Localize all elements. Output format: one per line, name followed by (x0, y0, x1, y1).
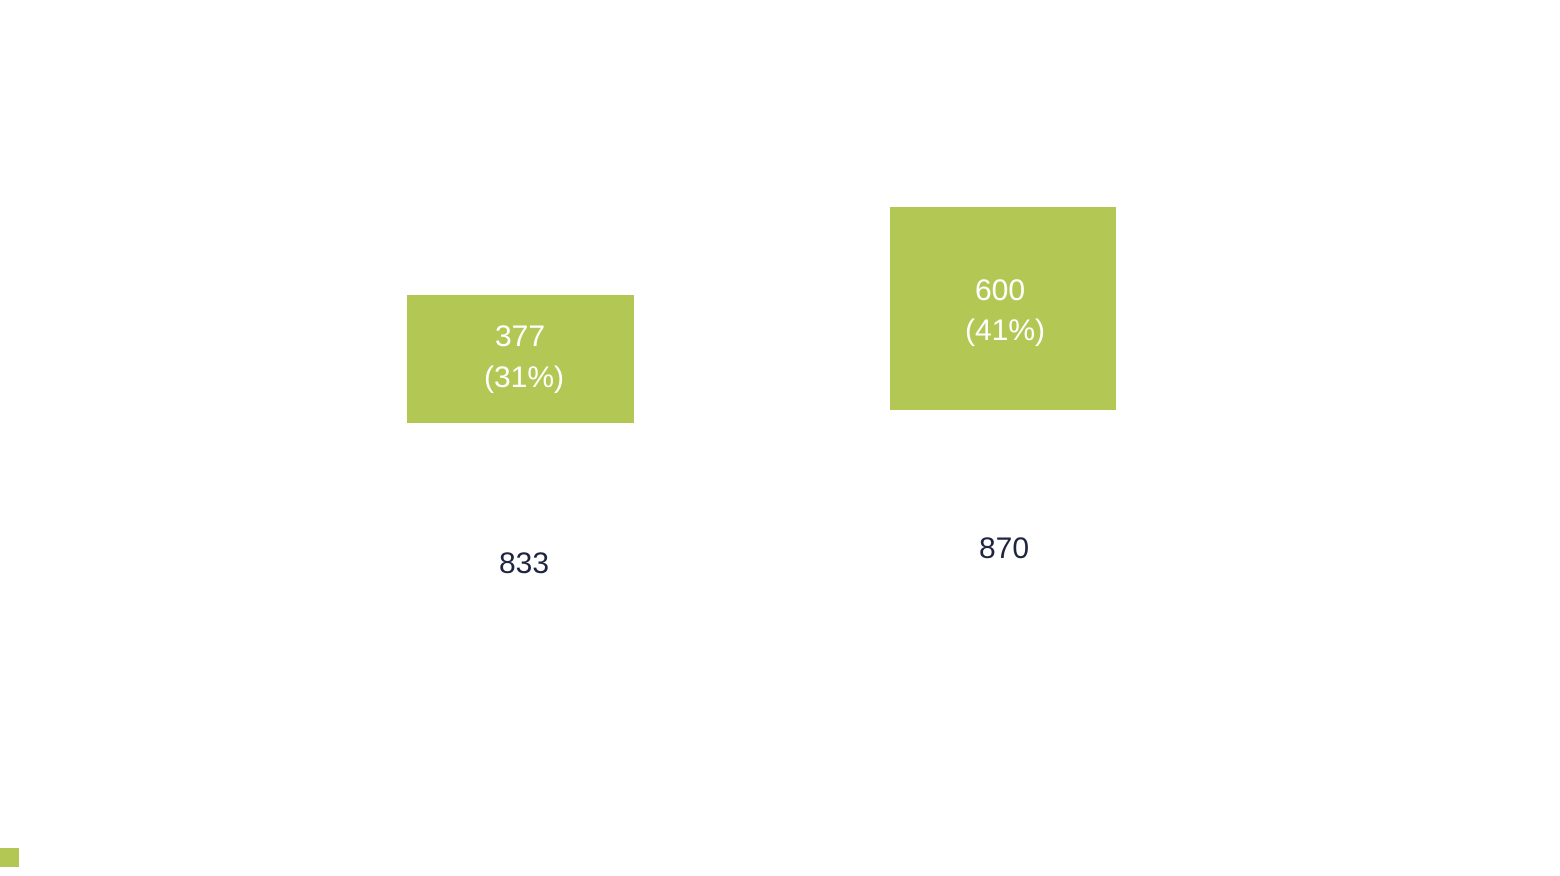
box-share: (41%) (964, 314, 1046, 347)
total: 833 (498, 547, 550, 580)
box (407, 295, 634, 423)
box-value: 600 (974, 274, 1026, 307)
box-value: 377 (494, 320, 546, 353)
box (890, 207, 1116, 410)
total: 870 (978, 532, 1030, 565)
legend-swatch (0, 848, 19, 867)
box-share: (31%) (483, 361, 565, 394)
